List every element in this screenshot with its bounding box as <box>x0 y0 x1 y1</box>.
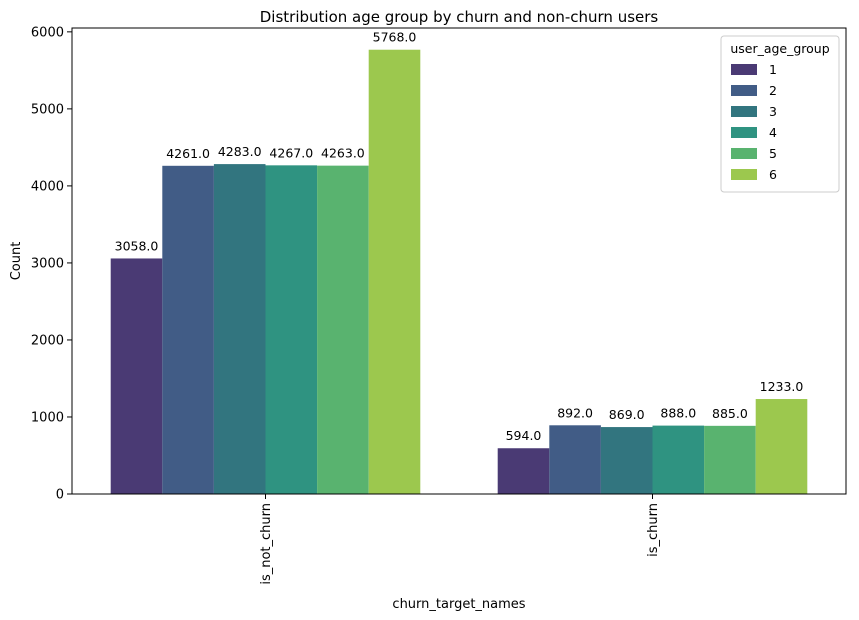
y-axis-label: Count <box>9 242 24 281</box>
bar-is_not_churn-group-5 <box>317 165 369 494</box>
y-tick-label: 3000 <box>31 256 64 271</box>
legend-swatch-2 <box>731 85 757 96</box>
bar-is_not_churn-group-1 <box>110 258 163 494</box>
x-tick-label-is_not_churn: is_not_churn <box>259 503 274 585</box>
bar-is_churn-group-5 <box>704 425 756 494</box>
legend: user_age_group 1 2 3 4 5 6 <box>720 35 840 193</box>
legend-swatch-1 <box>731 64 757 75</box>
bar-is_not_churn-group-4 <box>265 165 318 494</box>
data-label-is_churn-group-5: 885.0 <box>712 406 748 421</box>
bar-is_not_churn-group-6 <box>368 49 421 494</box>
y-tick-label: 5000 <box>31 102 64 117</box>
legend-label-2: 2 <box>769 83 777 98</box>
data-labels-layer: 3058.0 4261.0 4283.0 4267.0 4263.0 5768.0 594.… <box>115 30 804 444</box>
bar-is_churn-group-6 <box>755 399 808 494</box>
legend-swatch-4 <box>731 127 757 138</box>
plot-frame <box>71 27 847 495</box>
y-tick-label: 0 <box>56 488 64 503</box>
bar-is_churn-group-1 <box>497 448 550 494</box>
axes-layer: 0 1000 2000 3000 4000 5000 6000 is_not_churn is_… <box>31 25 847 585</box>
data-label-is_churn-group-6: 1233.0 <box>760 379 804 394</box>
legend-label-1: 1 <box>769 62 777 77</box>
bars-layer <box>110 49 808 494</box>
y-tick-label: 4000 <box>31 179 64 194</box>
legend-label-5: 5 <box>769 146 777 161</box>
data-label-is_churn-group-1: 594.0 <box>506 428 542 443</box>
bar-is_churn-group-3 <box>600 427 653 494</box>
data-label-is_churn-group-3: 869.0 <box>609 407 645 422</box>
data-label-is_not_churn-group-2: 4261.0 <box>166 146 210 161</box>
bar-is_not_churn-group-3 <box>213 164 266 494</box>
bar-is_churn-group-4 <box>652 425 705 494</box>
bar-is_not_churn-group-2 <box>162 165 214 494</box>
y-tick-label: 6000 <box>31 25 64 40</box>
data-label-is_not_churn-group-3: 4283.0 <box>218 144 262 159</box>
data-label-is_churn-group-2: 892.0 <box>557 405 593 420</box>
legend-swatch-5 <box>731 148 757 159</box>
data-label-is_not_churn-group-1: 3058.0 <box>115 238 159 253</box>
data-label-is_not_churn-group-4: 4267.0 <box>269 145 313 160</box>
data-label-is_not_churn-group-5: 4263.0 <box>321 146 365 161</box>
legend-label-6: 6 <box>769 167 777 182</box>
y-tick-label: 1000 <box>31 410 64 425</box>
legend-title: user_age_group <box>730 41 829 56</box>
legend-swatch-3 <box>731 106 757 117</box>
legend-swatch-6 <box>731 169 757 180</box>
bar-is_churn-group-2 <box>549 425 601 494</box>
data-label-is_not_churn-group-6: 5768.0 <box>373 30 417 45</box>
data-label-is_churn-group-4: 888.0 <box>660 406 696 421</box>
x-tick-label-is_churn: is_churn <box>646 503 661 557</box>
chart-title: Distribution age group by churn and non-… <box>260 8 659 26</box>
legend-label-4: 4 <box>769 125 777 140</box>
x-axis-label: churn_target_names <box>392 597 525 612</box>
legend-label-3: 3 <box>769 104 777 119</box>
y-tick-label: 2000 <box>31 333 64 348</box>
